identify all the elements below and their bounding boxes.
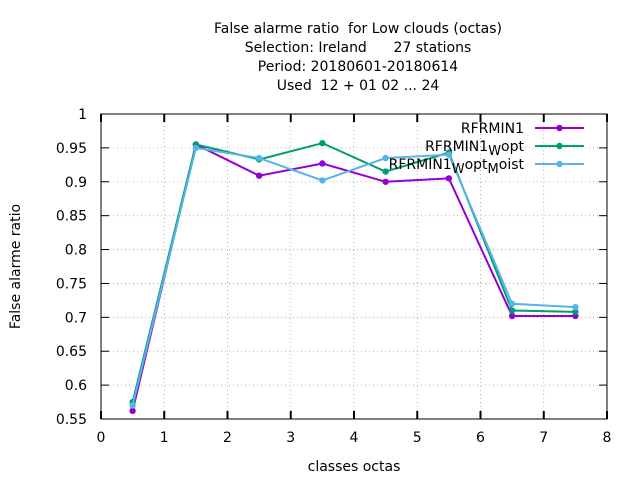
series-2	[129, 139, 579, 406]
y-axis-label: False alarme ratio	[8, 204, 24, 329]
y-tick-label: 0.65	[56, 344, 87, 360]
data-point	[508, 300, 516, 307]
x-tick-label: 2	[223, 430, 232, 446]
x-axis-ticks: 0 1 2 3 4 5 6 7 8	[97, 114, 612, 446]
legend-label: RFRMIN1Wopt	[425, 139, 524, 159]
data-point	[319, 139, 326, 147]
x-tick-label: 1	[160, 430, 169, 446]
x-tick-label: 7	[539, 430, 548, 446]
legend-label-part: opt	[501, 139, 524, 155]
data-point	[129, 407, 136, 415]
data-point	[445, 151, 453, 158]
data-point	[255, 154, 263, 162]
legend-swatch-point	[556, 160, 563, 168]
data-point	[192, 144, 200, 152]
y-tick-label: 0.75	[56, 276, 87, 292]
title-line-1: False alarme ratio for Low clouds (octas…	[214, 21, 502, 37]
y-tick-label: 0.55	[56, 412, 87, 428]
series-group	[129, 139, 579, 415]
data-point	[382, 154, 389, 162]
data-point	[508, 312, 516, 320]
legend-label: RFRMIN1WoptMoist	[389, 157, 525, 177]
y-tick-label: 0.6	[65, 378, 87, 394]
x-tick-label: 4	[350, 430, 359, 446]
series-line	[131, 146, 576, 406]
y-tick-label: 0.9	[65, 175, 87, 191]
y-tick-label: 0.7	[65, 310, 87, 326]
data-point	[319, 177, 326, 184]
title-line-4: Used 12 + 01 02 ... 24	[277, 78, 440, 94]
data-point	[572, 308, 579, 316]
legend-swatch-point	[556, 142, 563, 150]
series-3	[129, 144, 579, 409]
x-axis-label: classes octas	[308, 459, 401, 475]
y-axis-ticks: 0.55 0.6 0.65 0.7 0.75 0.8 0.85 0.9 0.95 1	[56, 107, 607, 428]
y-tick-label: 0.8	[65, 243, 87, 259]
y-tick-label: 1	[78, 107, 87, 123]
chart-title: False alarme ratio for Low clouds (octas…	[214, 21, 502, 94]
series-line	[131, 142, 576, 403]
legend-label-part: opt	[465, 157, 488, 173]
x-tick-label: 6	[476, 430, 485, 446]
grid-lines	[101, 114, 607, 419]
legend-label-part: RFRMIN1	[425, 139, 488, 155]
legend-swatch-point	[556, 124, 563, 132]
legend-label-part: M	[488, 162, 499, 177]
data-point	[382, 168, 389, 175]
data-point	[255, 172, 263, 179]
y-tick-label: 0.85	[56, 209, 87, 225]
title-line-2: Selection: Ireland 27 stations	[245, 40, 472, 56]
x-tick-label: 8	[603, 430, 612, 446]
data-point	[319, 160, 326, 167]
data-point	[445, 175, 453, 182]
legend-label: RFRMIN1	[461, 121, 524, 137]
legend-label-part: W	[488, 144, 501, 159]
x-tick-label: 5	[413, 430, 422, 446]
y-tick-label: 0.95	[56, 141, 87, 157]
title-line-3: Period: 20180601-20180614	[258, 59, 458, 75]
data-point	[572, 303, 579, 311]
legend-label-part: RFRMIN1	[461, 121, 524, 137]
x-tick-label: 3	[286, 430, 295, 446]
legend-label-part: oist	[499, 157, 525, 173]
data-point	[382, 178, 389, 185]
legend-label-part: RFRMIN1	[389, 157, 452, 173]
data-point	[508, 307, 516, 314]
legend-label-part: W	[452, 162, 465, 177]
data-point	[129, 402, 136, 409]
x-tick-label: 0	[97, 430, 106, 446]
